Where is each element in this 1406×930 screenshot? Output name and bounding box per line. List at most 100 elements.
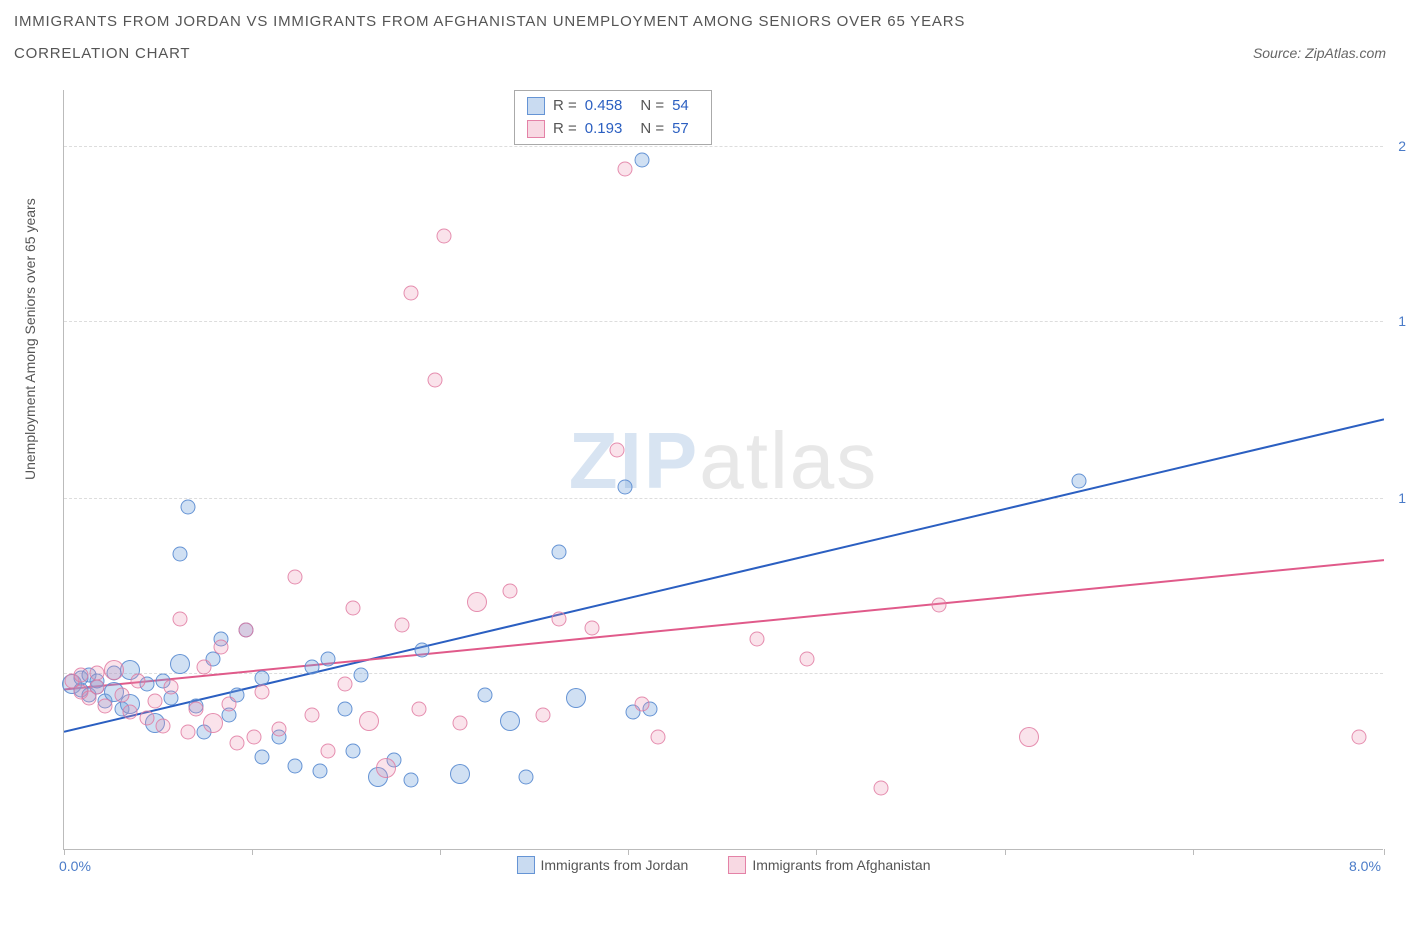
data-point bbox=[345, 600, 360, 615]
data-point bbox=[450, 764, 470, 784]
gridline bbox=[64, 498, 1383, 499]
x-tick-label: 8.0% bbox=[1349, 858, 1381, 874]
x-tick bbox=[1193, 849, 1194, 855]
scatter-chart: ZIPatlas 6.3%12.5%18.8%25.0% 0.0%8.0% R … bbox=[63, 90, 1383, 850]
data-point bbox=[354, 668, 369, 683]
data-point bbox=[618, 479, 633, 494]
data-point bbox=[750, 631, 765, 646]
legend-label-2: Immigrants from Afghanistan bbox=[752, 857, 930, 873]
data-point bbox=[453, 716, 468, 731]
data-point bbox=[147, 693, 162, 708]
x-tick bbox=[440, 849, 441, 855]
data-point bbox=[197, 660, 212, 675]
data-point bbox=[428, 372, 443, 387]
n-label: N = bbox=[640, 118, 664, 141]
source-attribution[interactable]: Source: ZipAtlas.com bbox=[1253, 45, 1386, 61]
data-point bbox=[139, 710, 154, 725]
chart-title-line2: CORRELATION CHART bbox=[14, 45, 190, 62]
data-point bbox=[255, 671, 270, 686]
y-tick-label: 18.8% bbox=[1398, 313, 1406, 329]
x-tick bbox=[1005, 849, 1006, 855]
swatch-pink-icon bbox=[728, 856, 746, 874]
swatch-blue-icon bbox=[516, 856, 534, 874]
data-point bbox=[1019, 727, 1039, 747]
data-point bbox=[230, 736, 245, 751]
stats-row-series1: R = 0.458 N = 54 bbox=[527, 95, 699, 118]
correlation-stats-box: R = 0.458 N = 54 R = 0.193 N = 57 bbox=[514, 90, 712, 145]
data-point bbox=[502, 584, 517, 599]
x-tick-label: 0.0% bbox=[59, 858, 91, 874]
x-tick bbox=[1384, 849, 1385, 855]
data-point bbox=[170, 654, 190, 674]
data-point bbox=[271, 721, 286, 736]
data-point bbox=[238, 623, 253, 638]
data-point bbox=[73, 668, 88, 683]
data-point bbox=[312, 764, 327, 779]
swatch-pink-icon bbox=[527, 120, 545, 138]
data-point bbox=[931, 598, 946, 613]
data-point bbox=[222, 696, 237, 711]
trend-lines bbox=[64, 90, 1384, 850]
data-point bbox=[477, 688, 492, 703]
data-point bbox=[609, 443, 624, 458]
data-point bbox=[321, 651, 336, 666]
data-point bbox=[288, 758, 303, 773]
data-point bbox=[131, 674, 146, 689]
data-point bbox=[500, 711, 520, 731]
data-point bbox=[1352, 730, 1367, 745]
data-point bbox=[359, 711, 379, 731]
legend-label-1: Immigrants from Jordan bbox=[540, 857, 688, 873]
data-point bbox=[552, 544, 567, 559]
data-point bbox=[123, 705, 138, 720]
data-point bbox=[255, 750, 270, 765]
r-label: R = bbox=[553, 95, 577, 118]
legend: Immigrants from Jordan Immigrants from A… bbox=[516, 856, 930, 874]
data-point bbox=[436, 229, 451, 244]
data-point bbox=[321, 744, 336, 759]
data-point bbox=[180, 724, 195, 739]
y-tick-label: 12.5% bbox=[1398, 490, 1406, 506]
data-point bbox=[403, 772, 418, 787]
legend-item-1: Immigrants from Jordan bbox=[516, 856, 688, 874]
data-point bbox=[585, 620, 600, 635]
data-point bbox=[566, 688, 586, 708]
r-value-1: 0.458 bbox=[585, 95, 623, 118]
data-point bbox=[395, 617, 410, 632]
data-point bbox=[552, 612, 567, 627]
data-point bbox=[114, 688, 129, 703]
data-point bbox=[304, 707, 319, 722]
data-point bbox=[104, 660, 124, 680]
r-value-2: 0.193 bbox=[585, 118, 623, 141]
x-tick bbox=[628, 849, 629, 855]
chart-title-line1: IMMIGRANTS FROM JORDAN VS IMMIGRANTS FRO… bbox=[14, 13, 965, 30]
gridline bbox=[64, 321, 1383, 322]
data-point bbox=[164, 679, 179, 694]
data-point bbox=[156, 719, 171, 734]
data-point bbox=[415, 643, 430, 658]
y-tick-label: 25.0% bbox=[1398, 138, 1406, 154]
x-tick bbox=[252, 849, 253, 855]
data-point bbox=[172, 612, 187, 627]
data-point bbox=[411, 702, 426, 717]
data-point bbox=[651, 730, 666, 745]
data-point bbox=[519, 769, 534, 784]
data-point bbox=[172, 547, 187, 562]
data-point bbox=[1071, 474, 1086, 489]
data-point bbox=[535, 707, 550, 722]
x-tick bbox=[64, 849, 65, 855]
data-point bbox=[634, 696, 649, 711]
data-point bbox=[213, 640, 228, 655]
data-point bbox=[873, 781, 888, 796]
gridline bbox=[64, 146, 1383, 147]
data-point bbox=[98, 699, 113, 714]
swatch-blue-icon bbox=[527, 97, 545, 115]
n-value-2: 57 bbox=[672, 118, 689, 141]
data-point bbox=[634, 153, 649, 168]
data-point bbox=[403, 285, 418, 300]
n-label: N = bbox=[640, 95, 664, 118]
stats-row-series2: R = 0.193 N = 57 bbox=[527, 118, 699, 141]
x-tick bbox=[816, 849, 817, 855]
data-point bbox=[345, 744, 360, 759]
data-point bbox=[90, 679, 105, 694]
data-point bbox=[618, 161, 633, 176]
